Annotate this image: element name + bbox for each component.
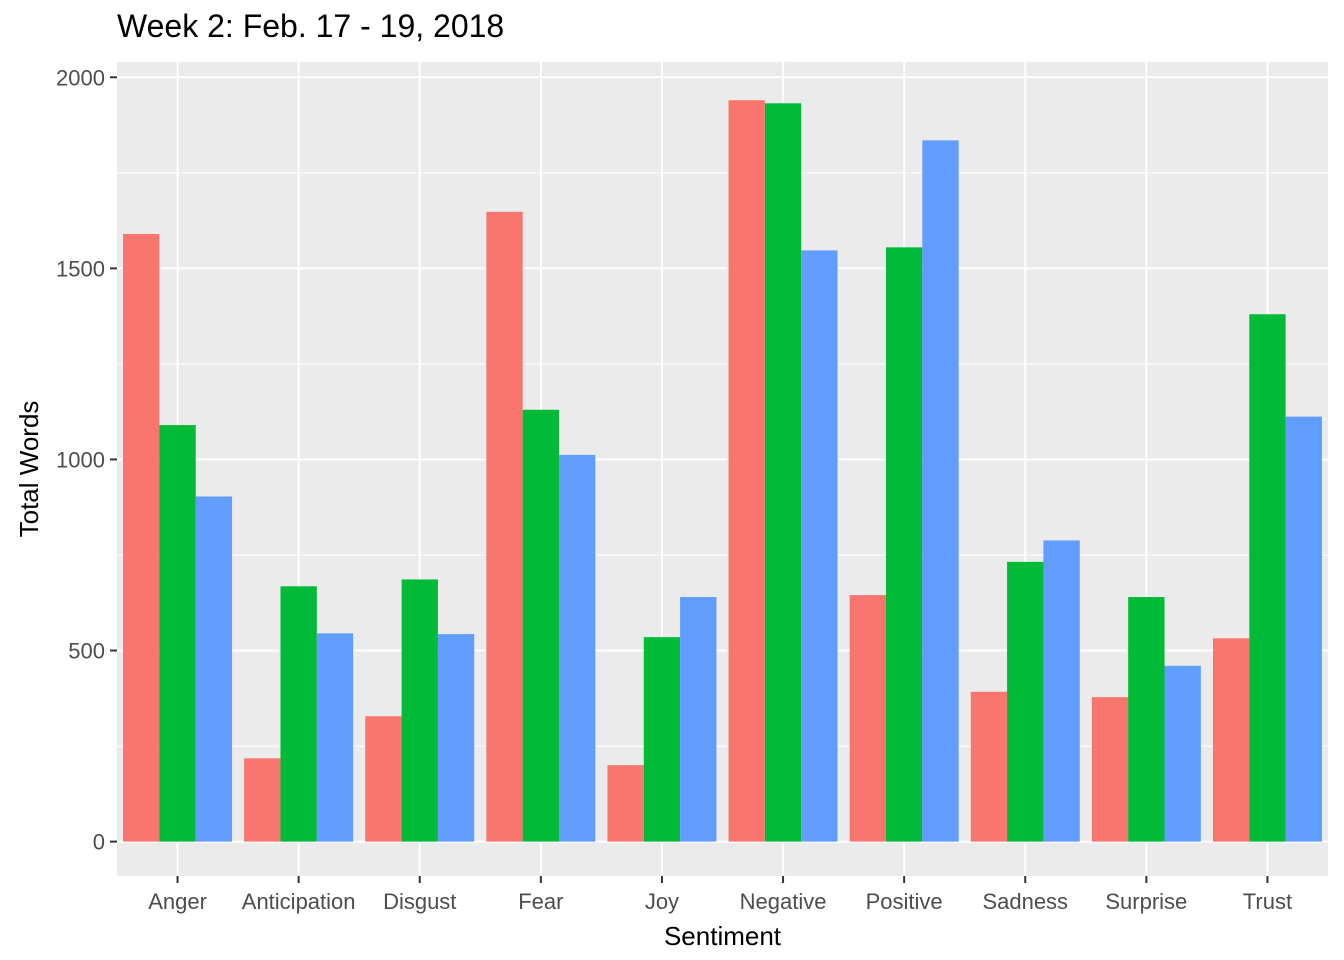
x-tick-label: Joy xyxy=(645,889,679,914)
bar-fear-series-1 xyxy=(486,211,523,842)
bar-anticipation-series-3 xyxy=(316,633,354,842)
x-tick-label: Disgust xyxy=(383,889,456,914)
bar-negative-series-3 xyxy=(801,250,838,842)
x-axis: Anger Anticipation Disgust Fear Joy Negative P… xyxy=(148,876,1292,914)
bar-trust-series-3 xyxy=(1285,416,1322,842)
y-tick-label: 500 xyxy=(68,639,105,664)
bar-positive-series-2 xyxy=(885,247,923,842)
y-tick-label: 0 xyxy=(93,830,105,855)
x-tick-label: Fear xyxy=(518,889,563,914)
y-axis: 0 500 1000 1500 2000 xyxy=(56,65,117,855)
bar-positive-series-3 xyxy=(922,140,959,842)
bar-anticipation-series-2 xyxy=(280,586,317,842)
bar-surprise-series-1 xyxy=(1091,697,1129,842)
x-tick-label: Sadness xyxy=(982,889,1068,914)
bar-joy-series-3 xyxy=(680,597,717,842)
y-axis-title: Total Words xyxy=(14,401,44,538)
bar-trust-series-2 xyxy=(1249,314,1286,842)
x-tick-label: Anger xyxy=(148,889,207,914)
bar-sadness-series-2 xyxy=(1007,561,1044,842)
bar-joy-series-1 xyxy=(607,765,644,842)
x-axis-title: Sentiment xyxy=(664,921,782,951)
bar-disgust-series-2 xyxy=(401,579,438,842)
x-tick-label: Surprise xyxy=(1105,889,1187,914)
bars xyxy=(123,100,1322,842)
bar-negative-series-2 xyxy=(764,103,802,842)
bar-trust-series-1 xyxy=(1212,638,1250,842)
bar-fear-series-3 xyxy=(559,454,596,842)
y-tick-label: 1500 xyxy=(56,256,105,281)
bar-anger-series-2 xyxy=(159,425,196,842)
bar-sadness-series-1 xyxy=(970,691,1008,842)
bar-positive-series-1 xyxy=(849,595,886,842)
bar-sadness-series-3 xyxy=(1043,540,1080,842)
x-tick-label: Negative xyxy=(740,889,827,914)
bar-anticipation-series-1 xyxy=(244,758,281,842)
bar-surprise-series-3 xyxy=(1164,665,1201,842)
x-tick-label: Trust xyxy=(1243,889,1292,914)
bar-disgust-series-3 xyxy=(437,634,475,842)
x-tick-label: Positive xyxy=(866,889,943,914)
bar-fear-series-2 xyxy=(522,409,560,842)
bar-disgust-series-1 xyxy=(365,716,402,842)
chart-title: Week 2: Feb. 17 - 19, 2018 xyxy=(117,8,505,44)
bar-joy-series-2 xyxy=(643,637,681,842)
bar-anger-series-1 xyxy=(123,233,160,842)
x-tick-label: Anticipation xyxy=(242,889,356,914)
bar-surprise-series-2 xyxy=(1128,597,1165,842)
bar-negative-series-1 xyxy=(728,100,765,842)
y-tick-label: 2000 xyxy=(56,65,105,90)
y-tick-label: 1000 xyxy=(56,447,105,472)
bar-anger-series-3 xyxy=(195,496,233,842)
